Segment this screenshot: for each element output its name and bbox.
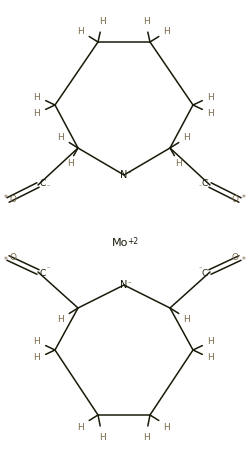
Text: N: N: [120, 170, 128, 180]
Text: H: H: [208, 338, 214, 346]
Text: H: H: [58, 132, 64, 142]
Text: H: H: [208, 93, 214, 101]
Text: ⁻: ⁻: [46, 268, 50, 273]
Text: *: *: [242, 194, 246, 202]
Text: ⁻: ⁻: [198, 186, 202, 190]
Text: ⁻: ⁻: [127, 171, 131, 177]
Text: H: H: [208, 108, 214, 118]
Text: ⁻: ⁻: [46, 186, 50, 190]
Text: H: H: [34, 353, 40, 363]
Text: H: H: [58, 314, 64, 324]
Text: *: *: [242, 257, 246, 265]
Text: C: C: [202, 180, 208, 188]
Text: Mo: Mo: [112, 238, 128, 248]
Text: H: H: [143, 433, 149, 443]
Text: *: *: [4, 257, 8, 265]
Text: H: H: [78, 26, 84, 36]
Text: H: H: [184, 132, 190, 142]
Text: C: C: [202, 269, 208, 279]
Text: H: H: [175, 159, 181, 169]
Text: O: O: [9, 195, 17, 205]
Text: H: H: [164, 423, 170, 432]
Text: C: C: [40, 269, 46, 279]
Text: H: H: [34, 338, 40, 346]
Text: H: H: [184, 314, 190, 324]
Text: C: C: [40, 180, 46, 188]
Text: ⁻: ⁻: [127, 281, 131, 287]
Text: H: H: [34, 108, 40, 118]
Text: ⁻: ⁻: [198, 268, 202, 273]
Text: O: O: [231, 254, 239, 263]
Text: H: H: [208, 353, 214, 363]
Text: *: *: [4, 194, 8, 202]
Text: H: H: [34, 93, 40, 101]
Text: H: H: [99, 433, 105, 443]
Text: +2: +2: [127, 237, 139, 245]
Text: N: N: [120, 280, 128, 290]
Text: H: H: [99, 18, 105, 26]
Text: H: H: [164, 26, 170, 36]
Text: O: O: [231, 195, 239, 205]
Text: O: O: [9, 254, 17, 263]
Text: H: H: [78, 423, 84, 432]
Text: H: H: [143, 18, 149, 26]
Text: H: H: [67, 159, 73, 169]
